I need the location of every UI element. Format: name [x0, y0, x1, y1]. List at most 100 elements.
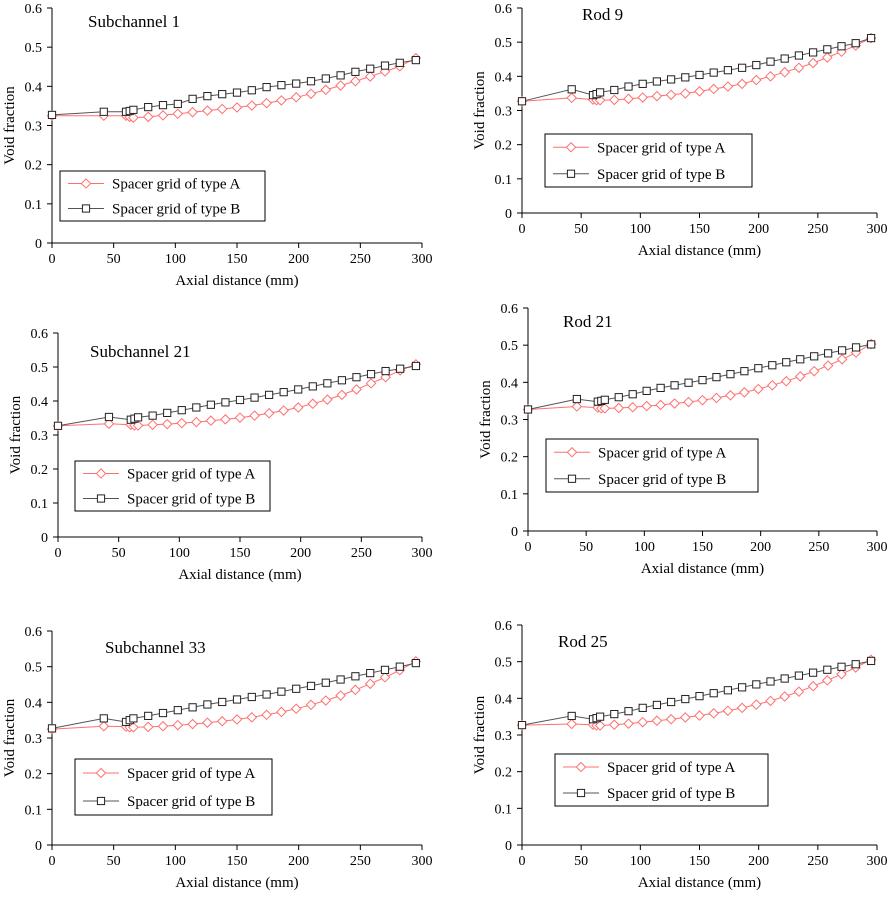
- data-point: [837, 662, 846, 671]
- legend-box: [545, 438, 759, 493]
- data-point: [142, 111, 154, 123]
- data-point: [656, 383, 665, 393]
- legend-box: [74, 460, 271, 512]
- legend-label: Spacer grid of type A: [598, 445, 726, 461]
- y-axis-label: Void fraction: [478, 380, 494, 459]
- data-point: [191, 416, 202, 428]
- data-point: [129, 105, 138, 114]
- legend-box: [59, 170, 266, 222]
- data-point: [837, 42, 846, 51]
- data-point: [736, 78, 748, 90]
- data-point: [188, 703, 197, 712]
- data-point: [836, 668, 847, 680]
- x-tick-label: 100: [165, 252, 186, 267]
- data-point: [144, 102, 153, 112]
- y-tick-label: 0.2: [25, 159, 43, 174]
- x-tick-label: 200: [290, 546, 311, 561]
- data-point: [722, 81, 734, 92]
- data-point: [796, 355, 805, 364]
- chart-panel-1: 0 50 100 150 200 250 300 0 0.1 0.2 0.3 0.4 0.5 0.6 Axi…: [2, 2, 433, 289]
- panel-title: Subchannel 21: [90, 342, 191, 361]
- data-point: [738, 63, 747, 72]
- data-point: [670, 381, 679, 390]
- data-point: [221, 398, 230, 407]
- data-point: [336, 389, 348, 401]
- data-point: [177, 406, 186, 415]
- legend-box: [74, 758, 273, 816]
- data-point: [596, 88, 605, 97]
- x-tick-label: 0: [49, 252, 56, 267]
- data-point: [866, 33, 876, 43]
- x-tick-label: 0: [519, 854, 526, 869]
- data-point: [851, 39, 860, 48]
- data-point: [823, 45, 832, 54]
- legend-label: Spacer grid of type A: [127, 467, 255, 483]
- legend-marker: [565, 141, 577, 153]
- data-point: [651, 715, 663, 727]
- data-point: [596, 712, 605, 721]
- data-point: [808, 365, 820, 377]
- x-tick-label: 250: [351, 546, 372, 561]
- y-tick-label: 0.1: [495, 173, 513, 188]
- data-point: [851, 343, 861, 352]
- data-point: [821, 675, 833, 686]
- data-point: [567, 85, 576, 94]
- data-point: [231, 102, 243, 113]
- y-tick-label: 0.4: [501, 376, 519, 391]
- data-point: [276, 95, 287, 106]
- legend-label: Spacer grid of type B: [607, 786, 735, 802]
- data-point: [351, 672, 360, 681]
- y-tick-label: 0.6: [25, 625, 43, 640]
- data-point: [232, 695, 242, 704]
- series-type-b: [517, 33, 876, 106]
- data-point: [669, 398, 680, 409]
- x-tick-label: 200: [748, 222, 769, 237]
- data-point: [738, 683, 747, 692]
- data-point: [262, 690, 271, 699]
- y-tick-label: 0.4: [25, 80, 43, 95]
- y-tick-label: 0.6: [495, 2, 513, 17]
- x-tick-label: 300: [867, 854, 888, 869]
- y-axis-label: Void fraction: [2, 698, 18, 777]
- data-point: [567, 711, 576, 721]
- data-point: [158, 708, 168, 718]
- data-point: [608, 719, 620, 731]
- x-tick-label: 100: [630, 854, 651, 869]
- legend-marker: [95, 468, 107, 479]
- data-point: [624, 82, 633, 91]
- data-point: [350, 684, 361, 696]
- data-point: [641, 400, 652, 412]
- legend: Spacer grid of type A Spacer grid of type…: [59, 170, 266, 222]
- data-point: [395, 662, 404, 671]
- x-tick-label: 50: [107, 854, 121, 869]
- y-tick-label: 0.4: [495, 70, 513, 85]
- data-point: [627, 401, 639, 413]
- x-tick-label: 150: [227, 252, 248, 267]
- data-point: [695, 70, 704, 80]
- data-point: [752, 680, 761, 689]
- data-point: [335, 690, 346, 701]
- data-point: [290, 91, 302, 103]
- x-tick-label: 50: [112, 546, 126, 561]
- data-point: [866, 656, 876, 666]
- y-tick-label: 0.2: [495, 766, 513, 781]
- x-tick-label: 0: [49, 854, 56, 869]
- y-tick-label: 0.2: [495, 139, 513, 154]
- x-tick-label: 250: [350, 854, 371, 869]
- data-point: [694, 710, 705, 721]
- x-tick-label: 150: [689, 854, 710, 869]
- data-point: [411, 361, 421, 371]
- y-tick-label: 0.5: [495, 36, 513, 51]
- data-point: [794, 51, 803, 60]
- data-point: [172, 108, 184, 120]
- data-point: [246, 712, 258, 723]
- data-point: [725, 390, 736, 401]
- y-tick-label: 0: [505, 207, 512, 222]
- data-point: [187, 106, 198, 118]
- series-type-b: [517, 656, 876, 730]
- data-point: [187, 718, 198, 730]
- y-tick-label: 0.1: [501, 488, 519, 503]
- data-point: [350, 75, 361, 87]
- legend: Spacer grid of type A Spacer grid of type…: [74, 758, 273, 816]
- x-tick-label: 200: [288, 252, 309, 267]
